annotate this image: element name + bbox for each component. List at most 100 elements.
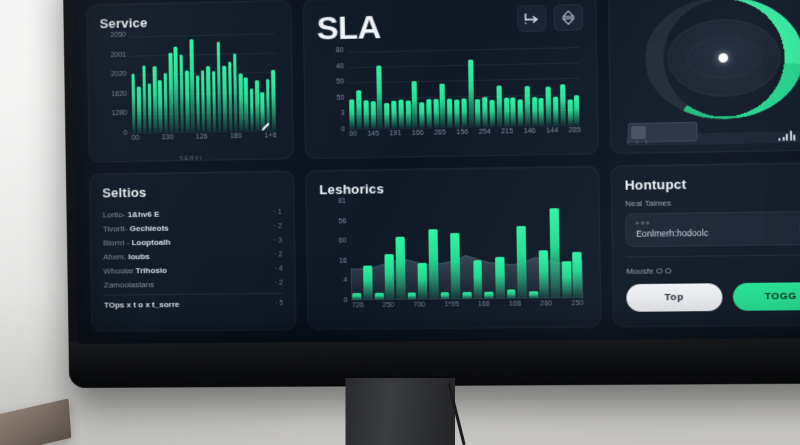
x-tick-label: 146: [523, 127, 536, 136]
x-tick-label: 00: [131, 134, 140, 142]
x-tick-label: 180: [230, 132, 242, 141]
list-item-label: Zamoolastans: [103, 279, 155, 290]
y-tick-label: 1820: [111, 90, 127, 98]
chart-bar: [567, 99, 573, 126]
sla-x-axis: 00 145 191 166 265 156 254 215 146 144 285: [349, 127, 581, 147]
list-item[interactable]: Zamoolastans · 2: [104, 276, 283, 292]
card-list[interactable]: Seltios Lortio- 1&hv6 E · 1 Tivortt- Gechi…: [88, 170, 297, 332]
gauge-sparkline: 1.8: [778, 128, 800, 142]
chart-bar: [395, 237, 406, 300]
y-tick-label: 2020: [110, 70, 127, 78]
chart-bar: [433, 99, 439, 128]
card-service-title: Service: [99, 15, 148, 32]
chart-bar: [411, 81, 418, 128]
x-tick-label: 726: [351, 302, 364, 310]
sla-bars: [348, 47, 581, 129]
card-combo-title: Leshorics: [319, 181, 385, 198]
y-tick-label: 40: [335, 62, 344, 70]
y-tick-label: 3: [340, 109, 345, 117]
sla-actions: [517, 3, 584, 33]
x-tick-label: 215: [500, 128, 514, 136]
card-sla[interactable]: SLA: [302, 0, 600, 160]
card-gauge[interactable]: I I I 1.8: [607, 0, 800, 155]
chart-bar: [440, 292, 450, 300]
chart-bar: [352, 292, 362, 301]
chart-bar: [362, 265, 373, 301]
output-divider: [625, 254, 800, 258]
list-item-label: Whoolar Trihosio: [103, 265, 168, 276]
primary-button[interactable]: TOGG: [732, 282, 800, 311]
x-tick-label: 145: [367, 130, 380, 138]
list-item-label: Tivortt- Gechieots: [102, 223, 169, 234]
sort-updown-icon: [561, 9, 576, 26]
output-field-label: Neal Taimes: [624, 198, 672, 209]
x-tick-label: 250: [571, 299, 584, 308]
list-item-label: Biorrri - Looptoalh: [102, 237, 171, 248]
y-tick-label: 81: [337, 197, 347, 205]
list-item-value: · 2: [274, 279, 283, 287]
chart-bar: [489, 100, 495, 127]
card-sla-header: SLA: [316, 3, 584, 51]
card-service[interactable]: Service 2050 2001 2020 1820 1280 0 00 130 126 18…: [86, 0, 295, 163]
list-item-value: · 3: [273, 236, 283, 244]
chart-bar: [494, 256, 505, 299]
chart-bar: [200, 69, 206, 132]
chart-bar: [189, 38, 195, 132]
output-toggle-label: Mousfe O O: [626, 266, 672, 276]
chart-bar: [152, 66, 158, 133]
combo-bars: [350, 200, 583, 301]
chart-bar: [407, 292, 417, 300]
y-tick-label: 1280: [111, 109, 128, 118]
desk-object: [0, 398, 72, 445]
y-tick-label: 2001: [110, 50, 127, 59]
chart-bar: [163, 72, 168, 133]
chart-bar: [384, 254, 395, 300]
y-tick-label: 60: [338, 237, 347, 245]
x-tick-label: 191: [389, 130, 402, 138]
chart-bar: [370, 101, 376, 129]
chart-bar: [510, 97, 517, 127]
chart-bar: [454, 99, 460, 128]
list-total-value: · 5: [274, 299, 284, 308]
list-item-value: · 2: [274, 250, 283, 259]
x-tick-label: 700: [413, 301, 426, 309]
chart-bar: [506, 288, 516, 299]
chart-bar: [158, 79, 163, 133]
x-tick-label: 130: [161, 134, 174, 142]
list-item-value: · 1: [273, 208, 282, 216]
trend-arrow-button[interactable]: [517, 4, 547, 33]
list-item-label: Ahxm. Ioubs: [103, 251, 150, 262]
combo-y-axis: 81 56 60 16 4 0: [319, 197, 351, 303]
service-bars: [130, 33, 277, 133]
chart-bar: [549, 208, 561, 299]
sla-y-axis: 80 40 50 50 3 0: [317, 47, 349, 133]
chart-bar: [147, 83, 152, 133]
chart-bar: [484, 291, 494, 299]
service-y-axis: 2050 2001 2020 1820 1280 0: [100, 31, 132, 136]
card-combo[interactable]: Leshorics 81 56 60 16 4 0 726 250 700 1*95 166 108…: [305, 165, 602, 330]
chart-bar: [516, 225, 527, 299]
x-tick-label: 254: [478, 128, 491, 136]
chart-bar: [545, 86, 552, 126]
x-tick-label: 265: [433, 129, 447, 137]
list-item-label: Lortio- 1&hv6 E: [102, 209, 160, 220]
x-tick-label: 1*95: [444, 301, 460, 309]
y-tick-label: 2050: [110, 31, 126, 39]
pencil-icon[interactable]: [260, 120, 272, 132]
y-tick-label: 16: [338, 256, 348, 265]
gauge-tooltip-text: I I I: [627, 140, 651, 147]
secondary-button[interactable]: Top: [626, 283, 723, 312]
output-field[interactable]: eoe Eonlmerh:hodoolc: [625, 210, 800, 248]
gauge-footer: I I I 1.8: [624, 120, 800, 147]
chart-bar: [475, 99, 481, 127]
chart-bar: [517, 99, 524, 126]
chart-bar: [131, 74, 136, 133]
chart-bar: [168, 52, 174, 133]
chart-bar: [254, 80, 260, 131]
card-output[interactable]: Hontupct Neal Taimes eoe Eonlmerh:hodool…: [610, 161, 800, 328]
sort-updown-button[interactable]: [553, 3, 584, 32]
x-tick-label: 108: [508, 300, 522, 308]
